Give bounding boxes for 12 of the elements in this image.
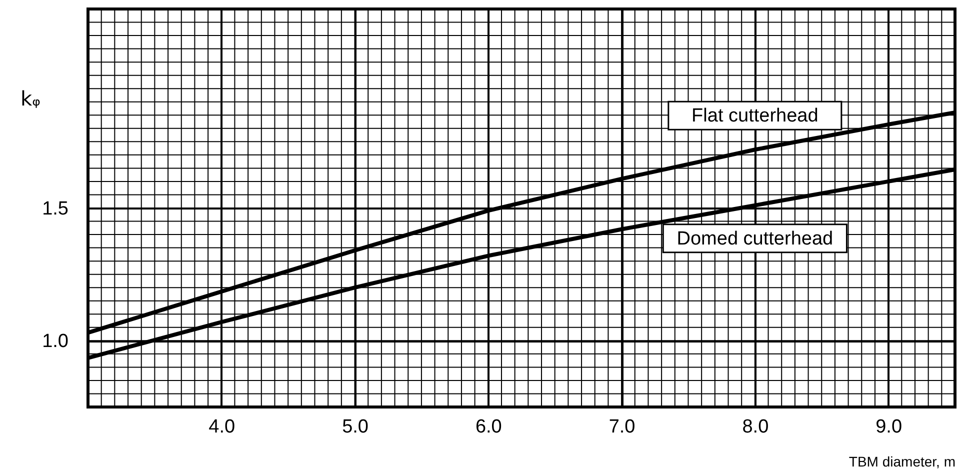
x-tick-label: 5.0 [342,416,368,438]
series-label: Flat cutterhead [692,106,818,127]
x-tick-label: 8.0 [742,416,769,438]
y-axis-title: kᵩ [20,86,40,110]
x-tick-label: 7.0 [608,416,636,438]
series-label: Domed cutterhead [676,228,834,250]
x-axis-title: TBM diameter, m [848,454,956,469]
x-tick-label: 9.0 [876,416,902,438]
y-tick-label: 1.5 [42,198,68,220]
x-tick-label: 6.0 [475,416,502,438]
y-tick-label: 1.0 [42,331,68,352]
x-tick-label: 4.0 [208,416,236,438]
